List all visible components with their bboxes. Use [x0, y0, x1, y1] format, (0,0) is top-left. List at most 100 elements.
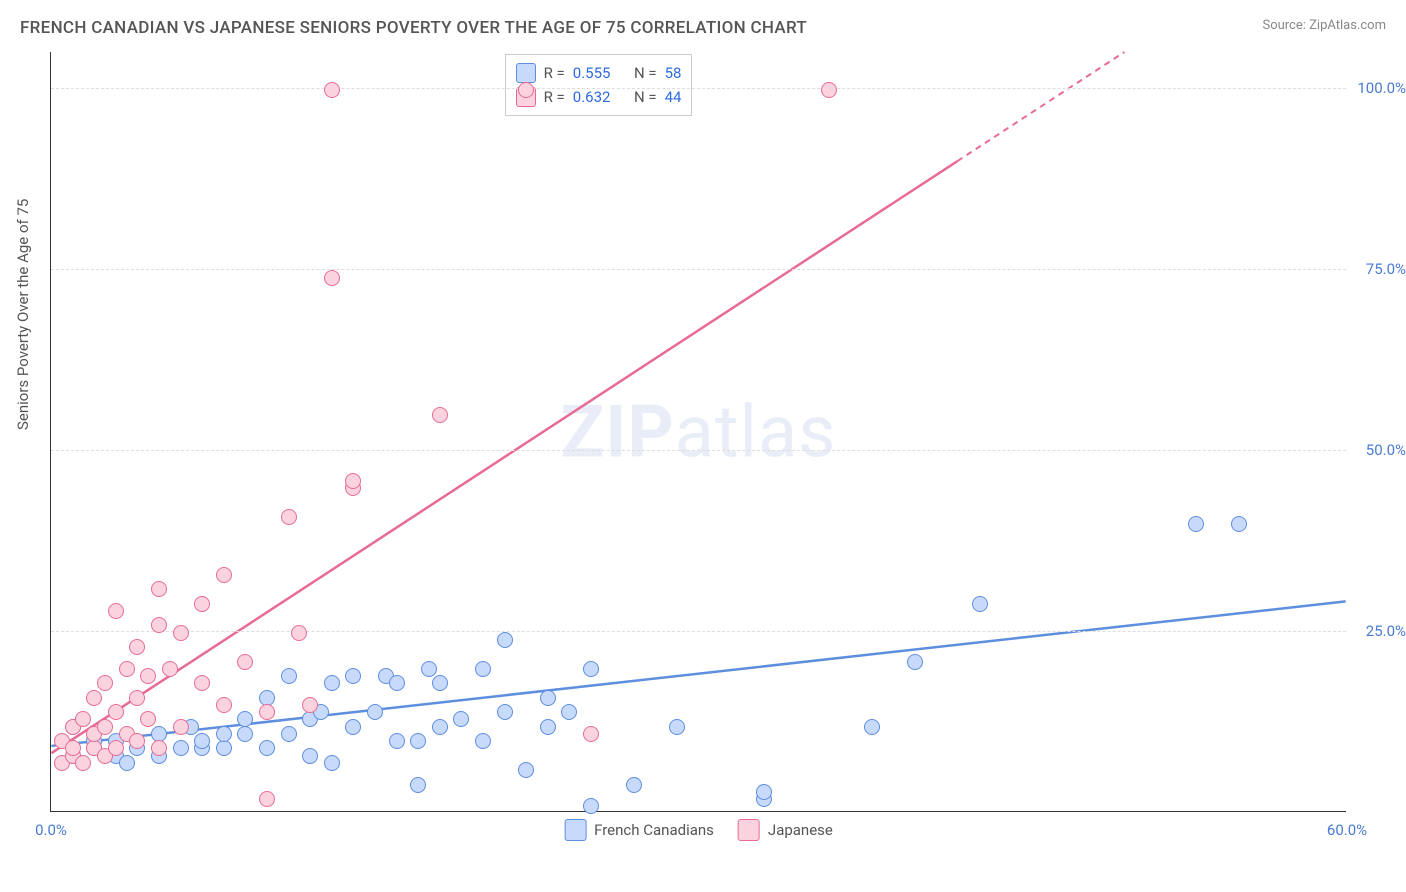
- data-point: [475, 661, 491, 677]
- data-point: [497, 632, 513, 648]
- chart-title: FRENCH CANADIAN VS JAPANESE SENIORS POVE…: [20, 18, 807, 38]
- data-point: [173, 740, 189, 756]
- data-point: [324, 675, 340, 691]
- data-point: [475, 733, 491, 749]
- data-point: [194, 596, 210, 612]
- data-point: [259, 740, 275, 756]
- data-point: [324, 270, 340, 286]
- data-point: [518, 762, 534, 778]
- series-legend: French Canadians Japanese: [564, 819, 833, 841]
- data-point: [216, 697, 232, 713]
- gridline: [51, 88, 1346, 89]
- data-point: [129, 733, 145, 749]
- data-point: [216, 726, 232, 742]
- data-point: [324, 755, 340, 771]
- legend-item: French Canadians: [564, 819, 714, 841]
- data-point: [345, 473, 361, 489]
- data-point: [432, 675, 448, 691]
- data-point: [140, 668, 156, 684]
- data-point: [162, 661, 178, 677]
- data-point: [216, 740, 232, 756]
- data-point: [302, 697, 318, 713]
- data-point: [237, 726, 253, 742]
- data-point: [626, 777, 642, 793]
- gridline: [51, 450, 1346, 451]
- data-point: [281, 726, 297, 742]
- data-point: [216, 567, 232, 583]
- data-point: [583, 798, 599, 814]
- y-tick-label: 25.0%: [1366, 622, 1406, 640]
- data-point: [119, 661, 135, 677]
- data-point: [540, 690, 556, 706]
- data-point: [561, 704, 577, 720]
- series-swatch: [738, 819, 760, 841]
- y-axis-label: Seniors Poverty Over the Age of 75: [14, 199, 32, 430]
- data-point: [129, 639, 145, 655]
- data-point: [108, 704, 124, 720]
- y-tick-label: 100.0%: [1357, 79, 1406, 97]
- data-point: [497, 704, 513, 720]
- data-point: [367, 704, 383, 720]
- legend-label: Japanese: [768, 821, 833, 839]
- data-point: [1188, 516, 1204, 532]
- gridline: [51, 269, 1346, 270]
- data-point: [151, 740, 167, 756]
- data-point: [540, 719, 556, 735]
- data-point: [151, 581, 167, 597]
- gridline: [51, 631, 1346, 632]
- data-point: [410, 733, 426, 749]
- x-tick-label: 0.0%: [35, 821, 67, 839]
- legend-label: French Canadians: [594, 821, 714, 839]
- data-point: [291, 625, 307, 641]
- y-tick-label: 75.0%: [1366, 260, 1406, 278]
- data-point: [281, 509, 297, 525]
- data-point: [345, 668, 361, 684]
- data-point: [410, 777, 426, 793]
- data-point: [75, 755, 91, 771]
- data-point: [259, 704, 275, 720]
- data-point: [453, 711, 469, 727]
- x-tick-label: 60.0%: [1327, 821, 1367, 839]
- plot-area: ZIPatlas R = 0.555 N = 58R = 0.632 N = 4…: [50, 52, 1346, 812]
- data-point: [75, 711, 91, 727]
- data-point: [421, 661, 437, 677]
- data-point: [669, 719, 685, 735]
- data-point: [1231, 516, 1247, 532]
- data-point: [821, 82, 837, 98]
- data-point: [108, 740, 124, 756]
- y-tick-label: 50.0%: [1366, 441, 1406, 459]
- data-point: [389, 733, 405, 749]
- legend-item: Japanese: [738, 819, 833, 841]
- data-point: [432, 407, 448, 423]
- source-credit: Source: ZipAtlas.com: [1262, 18, 1386, 33]
- data-point: [583, 726, 599, 742]
- data-point: [108, 603, 124, 619]
- data-point: [972, 596, 988, 612]
- data-point: [119, 755, 135, 771]
- data-point: [86, 690, 102, 706]
- data-point: [756, 784, 772, 800]
- data-point: [864, 719, 880, 735]
- data-point: [173, 625, 189, 641]
- data-point: [97, 719, 113, 735]
- data-point: [97, 675, 113, 691]
- data-point: [583, 661, 599, 677]
- data-point: [281, 668, 297, 684]
- stats-row: R = 0.555 N = 58: [516, 61, 682, 85]
- data-point: [324, 82, 340, 98]
- data-point: [907, 654, 923, 670]
- data-point: [194, 733, 210, 749]
- data-point: [345, 719, 361, 735]
- data-point: [237, 711, 253, 727]
- series-swatch: [564, 819, 586, 841]
- data-point: [140, 711, 156, 727]
- data-point: [389, 675, 405, 691]
- data-point: [173, 719, 189, 735]
- data-point: [151, 617, 167, 633]
- data-point: [518, 82, 534, 98]
- data-point: [259, 791, 275, 807]
- data-point: [194, 675, 210, 691]
- series-swatch: [516, 63, 536, 83]
- data-point: [129, 690, 145, 706]
- data-point: [302, 748, 318, 764]
